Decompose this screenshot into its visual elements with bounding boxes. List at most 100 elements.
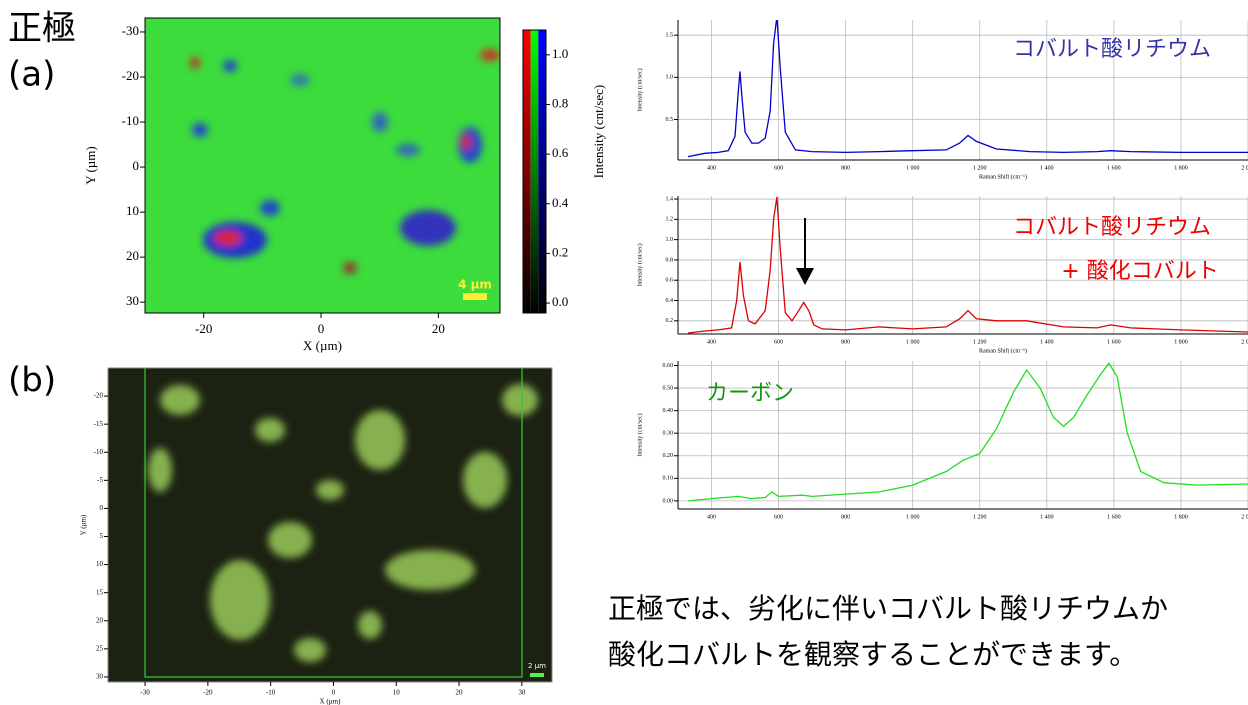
y-tick-label: 0.60 <box>663 363 674 369</box>
map-blob <box>461 134 471 150</box>
panel-label: (b) <box>8 361 56 401</box>
caption-line: 正極では、劣化に伴いコバルト酸リチウムか <box>608 592 1168 625</box>
colorbar-tick-label: 0.8 <box>552 95 568 110</box>
y-tick-label: 0.4 <box>666 298 674 304</box>
y-tick-label: 1.5 <box>666 33 674 39</box>
x-tick-label: 600 <box>774 339 783 345</box>
x-tick-label: 0 <box>318 321 325 336</box>
y-tick-label: 10 <box>96 560 104 568</box>
x-tick-label: 1 200 <box>973 514 987 520</box>
y-axis-label: Intensity (cnt/sec) <box>636 68 643 111</box>
scale-bar-label: 4 µm <box>458 278 492 292</box>
scale-bar <box>463 293 487 300</box>
map-blob <box>260 200 280 216</box>
x-tick-label: -10 <box>266 689 276 697</box>
x-axis-label: X (µm) <box>320 698 342 705</box>
x-tick-label: 20 <box>432 321 445 336</box>
scale-bar-label: 2 µm <box>528 662 546 670</box>
x-tick-label: 600 <box>774 514 783 520</box>
y-tick-label: -20 <box>122 68 139 83</box>
x-tick-label: 2 000 <box>1241 514 1248 520</box>
y-tick-label: 0.50 <box>663 385 674 391</box>
particle <box>268 522 312 558</box>
caption-line: 酸化コバルトを観察することができます。 <box>608 638 1137 671</box>
y-tick-label: 0.10 <box>663 476 674 482</box>
map-blob <box>192 123 208 137</box>
particle <box>160 385 200 415</box>
particle <box>502 384 538 416</box>
particle <box>385 550 475 590</box>
particle <box>255 418 285 442</box>
particle <box>294 638 326 662</box>
x-tick-label: 400 <box>707 514 716 520</box>
optical-image <box>108 360 552 682</box>
x-tick-label: 1 200 <box>973 339 987 345</box>
colorbar-tick-label: 0.4 <box>552 195 569 210</box>
x-tick-label: 20 <box>456 689 464 697</box>
map-blob <box>290 74 310 86</box>
map-image <box>145 18 500 313</box>
particle <box>463 452 507 508</box>
x-tick-label: 30 <box>518 689 526 697</box>
x-tick-label: 2 000 <box>1241 339 1248 345</box>
annotation: カーボン <box>706 381 794 406</box>
annotation: コバルト酸リチウム <box>1013 37 1211 62</box>
y-tick-label: 25 <box>96 644 104 652</box>
x-tick-label: 1 400 <box>1040 339 1054 345</box>
particle <box>355 410 405 470</box>
colorbar-strip <box>531 30 539 313</box>
y-tick-label: 0.20 <box>663 453 674 459</box>
annotation: コバルト酸リチウム <box>1013 215 1211 240</box>
y-tick-label: 0.30 <box>663 431 674 437</box>
y-tick-label: 30 <box>96 673 104 681</box>
x-tick-label: 0 <box>332 689 336 697</box>
particle <box>148 448 172 492</box>
x-tick-label: 1 400 <box>1040 514 1054 520</box>
x-tick-label: 1 000 <box>906 339 920 345</box>
x-tick-label: -20 <box>195 321 212 336</box>
y-tick-label: 1.0 <box>666 75 674 81</box>
annotation: + 酸化コバルト <box>1061 259 1218 284</box>
y-tick-label: 20 <box>96 616 104 624</box>
map-blob <box>372 112 388 132</box>
y-tick-label: 1.4 <box>666 196 674 202</box>
x-tick-label: 1 800 <box>1174 339 1188 345</box>
y-tick-label: 15 <box>96 588 104 596</box>
y-tick-label: -30 <box>122 23 139 38</box>
x-tick-label: 1 600 <box>1107 165 1121 171</box>
x-tick-label: 800 <box>841 339 850 345</box>
y-tick-label: 1.2 <box>666 217 674 223</box>
y-tick-label: 0.5 <box>666 117 674 123</box>
panel-label: (a) <box>8 55 55 95</box>
x-axis-label: X (µm) <box>303 338 342 353</box>
y-tick-label: 0.40 <box>663 408 674 414</box>
x-tick-label: 400 <box>707 339 716 345</box>
x-axis-label: Raman Shift (cm⁻¹) <box>979 347 1027 354</box>
y-tick-label: 5 <box>100 532 104 540</box>
y-tick-label: 0 <box>100 504 104 512</box>
colorbar-tick-label: 1.0 <box>552 46 568 61</box>
y-tick-label: 0 <box>133 158 140 173</box>
x-tick-label: 1 000 <box>906 165 920 171</box>
y-tick-label: 0.8 <box>666 257 674 263</box>
map-blob <box>480 49 500 61</box>
x-tick-label: 800 <box>841 165 850 171</box>
y-tick-label: 0.6 <box>666 278 674 284</box>
y-tick-label: -20 <box>94 392 104 400</box>
y-tick-label: 1.0 <box>666 237 674 243</box>
x-tick-label: 600 <box>774 165 783 171</box>
y-tick-label: -5 <box>97 476 103 484</box>
colorbar-label: Intensity (cnt/sec) <box>591 85 606 179</box>
x-tick-label: 1 800 <box>1174 165 1188 171</box>
y-tick-label: -15 <box>94 420 104 428</box>
y-tick-label: 0.00 <box>663 498 674 504</box>
map-blob <box>400 210 456 246</box>
particle <box>358 611 382 639</box>
x-tick-label: 1 400 <box>1040 165 1054 171</box>
y-axis-label: Y (µm) <box>83 146 98 184</box>
colorbar-tick-label: 0.0 <box>552 294 568 309</box>
y-axis-label: Intensity (cnt/sec) <box>636 243 643 286</box>
colorbar-strip <box>523 30 531 313</box>
image-background <box>108 368 552 682</box>
colorbar-tick-label: 0.6 <box>552 145 569 160</box>
